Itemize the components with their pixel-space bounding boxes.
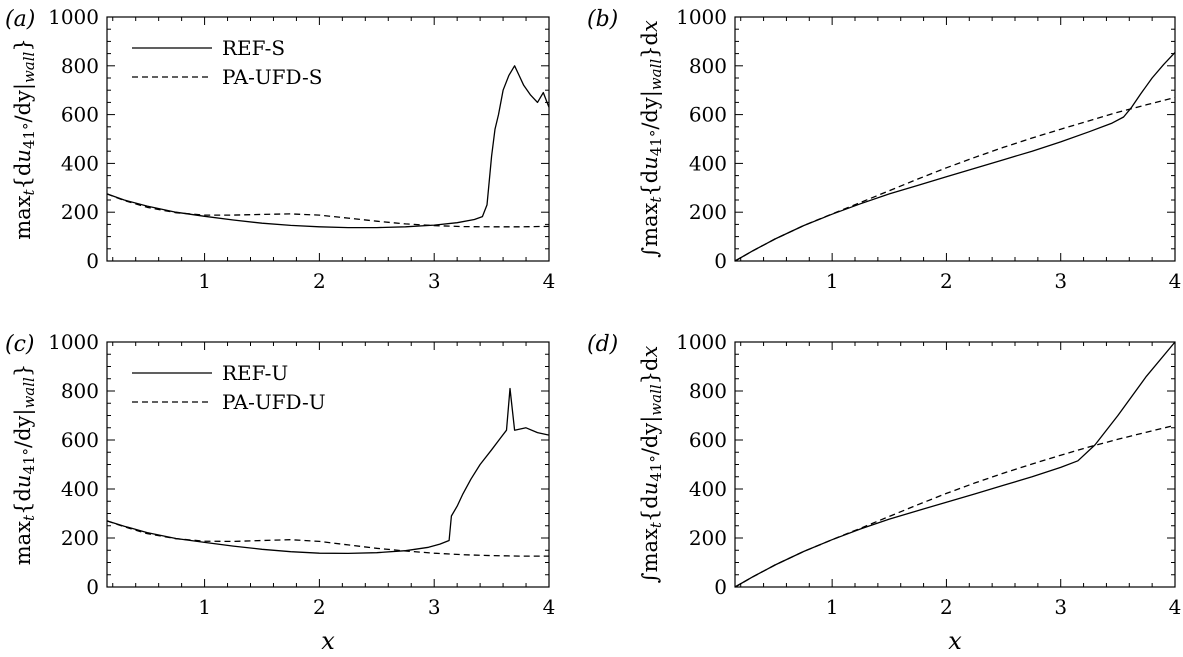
series-line-ref-s	[734, 51, 1176, 262]
y-tick-label: 600	[689, 103, 727, 127]
y-tick-label: 400	[689, 151, 727, 175]
y-tick-label: 800	[689, 54, 727, 78]
x-tick-label: 4	[1169, 269, 1182, 293]
y-tick-label: 1000	[676, 330, 727, 354]
series-line-ref-u	[106, 387, 550, 555]
y-tick-label: 0	[714, 249, 727, 273]
y-axis-label: ∫maxt{du41°/dy|wall}dx	[638, 20, 665, 258]
y-tick-label: 200	[689, 200, 727, 224]
panel-d: 1 2 3 4 0 200 400 600 800 1000 (d) ∫maxt{du41°/dy|w…	[587, 330, 1181, 655]
x-tick-label: 1	[198, 595, 211, 619]
panel-label: (b)	[587, 7, 618, 32]
panel-a: 1 2 3 4 0 200 400 600 800 1000 (a) maxt{du41°/dy|wa…	[5, 5, 555, 293]
y-axis-label: ∫maxt{du41°/dy|wall}dx	[638, 345, 665, 583]
series-line-pa-ufd-s	[106, 193, 550, 228]
legend-entry: REF-U	[222, 361, 288, 385]
y-tick-label: 600	[689, 428, 727, 452]
x-tick-label: 3	[428, 595, 441, 619]
y-tick-label: 600	[61, 428, 99, 452]
x-tick-label: 1	[826, 269, 839, 293]
x-axis-label: x	[948, 627, 962, 655]
plot-frame	[106, 341, 550, 588]
x-tick-label: 4	[543, 269, 556, 293]
y-tick-label: 200	[61, 526, 99, 550]
panel-label: (d)	[587, 332, 618, 357]
x-tick-label: 1	[198, 269, 211, 293]
y-axis-label: maxt{du41°/dy|wall}	[11, 38, 38, 239]
series-line-pa-ufd-u	[734, 424, 1176, 588]
series-line-pa-ufd-u	[106, 520, 549, 557]
series-line-ref-s	[106, 65, 550, 229]
x-tick-label: 4	[543, 595, 556, 619]
x-tick-label: 3	[1054, 595, 1067, 619]
y-tick-label: 1000	[48, 330, 99, 354]
legend-entry: PA-UFD-U	[222, 390, 326, 414]
series-line-ref-u	[734, 341, 1176, 588]
legend-entry: PA-UFD-S	[222, 65, 322, 89]
x-tick-label: 3	[1054, 269, 1067, 293]
series-line-pa-ufd-s	[734, 96, 1176, 262]
y-tick-label: 800	[689, 379, 727, 403]
x-tick-label: 4	[1169, 595, 1182, 619]
plot-frame	[734, 16, 1176, 262]
y-tick-label: 200	[61, 200, 99, 224]
panel-c: 1 2 3 4 0 200 400 600 800 1000 (c) maxt{du41°/dy|wa…	[5, 330, 555, 655]
y-tick-label: 1000	[48, 5, 99, 29]
y-tick-label: 600	[61, 103, 99, 127]
x-tick-label: 2	[940, 269, 953, 293]
y-tick-label: 0	[86, 575, 99, 599]
y-tick-label: 1000	[676, 5, 727, 29]
x-tick-label: 3	[428, 269, 441, 293]
y-tick-label: 800	[61, 54, 99, 78]
panel-label: (c)	[5, 332, 35, 357]
plot-frame	[106, 16, 550, 262]
y-axis-label: maxt{du41°/dy|wall}	[11, 364, 38, 565]
x-tick-label: 1	[826, 595, 839, 619]
panel-label: (a)	[5, 7, 35, 32]
y-tick-label: 0	[86, 249, 99, 273]
y-tick-label: 200	[689, 526, 727, 550]
x-tick-label: 2	[940, 595, 953, 619]
y-tick-label: 0	[714, 575, 727, 599]
x-axis-label: x	[321, 627, 335, 655]
y-tick-label: 400	[689, 477, 727, 501]
x-tick-label: 2	[313, 595, 326, 619]
y-tick-label: 400	[61, 151, 99, 175]
legend-entry: REF-S	[222, 36, 285, 60]
panel-b: 1 2 3 4 0 200 400 600 800 1000 (b) ∫maxt{du41°/dy|w…	[587, 5, 1181, 293]
plot-frame	[734, 341, 1176, 588]
y-tick-label: 400	[61, 477, 99, 501]
y-tick-label: 800	[61, 379, 99, 403]
x-tick-label: 2	[313, 269, 326, 293]
